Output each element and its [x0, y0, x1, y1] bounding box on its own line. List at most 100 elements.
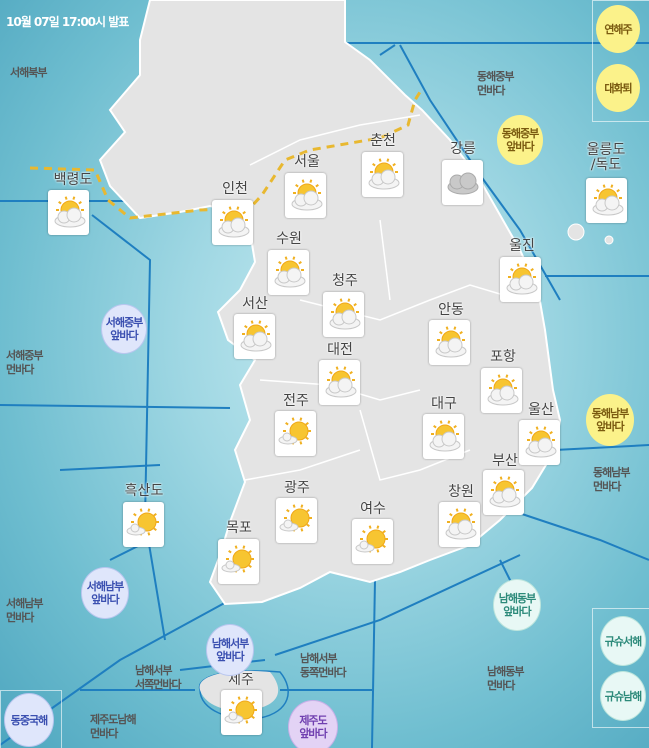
panel-frame-north [592, 0, 649, 122]
city-label: 흑산도 [124, 483, 164, 499]
city-weather-partly-cloudy-icon[interactable] [323, 292, 364, 337]
city-label: 목포 [226, 520, 252, 536]
city-weather-partly-cloudy-icon[interactable] [586, 178, 627, 223]
partly-cloudy-icon [525, 426, 557, 458]
city-label: 서울 [294, 154, 320, 170]
city-label: 전주 [283, 393, 309, 409]
city-label: 광주 [284, 480, 310, 496]
city-label: 춘천 [370, 133, 396, 149]
city-label: 포항 [490, 349, 516, 365]
sea-forecast-bubble[interactable]: 남해서부 앞바다 [206, 624, 254, 676]
sea-forecast-bubble[interactable]: 동해중부 앞바다 [497, 115, 543, 165]
cloud-shape [329, 309, 361, 330]
land-regions [244, 114, 521, 481]
cloud-shape [355, 540, 375, 553]
sea-area-label: 서해남부 먼바다 [6, 597, 43, 624]
cloud-shape [368, 169, 400, 190]
panel-frame-ecs [0, 690, 62, 748]
partly-cloudy-icon [489, 476, 521, 508]
sea-area-label: 제주도남해 먼바다 [90, 713, 137, 740]
sun-shape [283, 417, 311, 445]
partly-cloudy-icon [429, 420, 461, 452]
sea-area-label: 남해동부 먼바다 [487, 665, 524, 692]
city-weather-mostly-sunny-icon[interactable] [276, 498, 317, 543]
cloud-shape [447, 172, 479, 195]
sea-forecast-bubble[interactable]: 연해주 [596, 5, 640, 53]
panel-frame-south [592, 608, 649, 728]
city-weather-mostly-sunny-icon[interactable] [218, 539, 259, 584]
sea-forecast-bubble[interactable]: 동중국해 [4, 693, 54, 747]
dashed-boundary-line [29, 91, 422, 220]
partly-cloudy-icon [435, 326, 467, 358]
sun-shape [229, 696, 257, 724]
cloud-shape [279, 519, 299, 532]
sea-forecast-bubble[interactable]: 규슈서해 [600, 616, 646, 666]
city-label: 창원 [448, 484, 474, 500]
city-weather-partly-cloudy-icon[interactable] [362, 152, 403, 197]
city-label: 청주 [332, 273, 358, 289]
partly-cloudy-icon [487, 374, 519, 406]
sun-shape [226, 545, 254, 573]
partly-cloudy-icon [368, 158, 400, 190]
partly-cloudy-icon [445, 508, 477, 540]
cloud-shape [592, 195, 624, 216]
mostly-sunny-icon [126, 508, 159, 536]
sea-forecast-bubble[interactable]: 서해중부 앞바다 [101, 304, 147, 354]
city-label: 서산 [242, 296, 268, 312]
city-weather-partly-cloudy-icon[interactable] [48, 190, 89, 235]
city-weather-cloudy-icon[interactable] [442, 160, 483, 205]
sea-forecast-bubble[interactable]: 대화퇴 [596, 64, 640, 112]
cloud-shape [126, 523, 146, 536]
city-weather-mostly-sunny-icon[interactable] [352, 519, 393, 564]
city-weather-mostly-sunny-icon[interactable] [123, 502, 164, 547]
city-label: 울릉도 /독도 [586, 142, 626, 173]
cloud-shape [221, 560, 241, 573]
sea-forecast-bubble[interactable]: 규슈남해 [600, 671, 646, 721]
sea-area-label: 동해중부 먼바다 [477, 70, 514, 97]
city-weather-mostly-sunny-icon[interactable] [221, 690, 262, 735]
cloud-shape [487, 385, 519, 406]
sea-boundaries [0, 42, 649, 748]
cloud-shape [224, 711, 244, 724]
city-label: 강릉 [450, 141, 476, 157]
city-weather-partly-cloudy-icon[interactable] [212, 200, 253, 245]
partly-cloudy-icon [592, 184, 624, 216]
city-weather-partly-cloudy-icon[interactable] [234, 314, 275, 359]
mostly-sunny-icon [221, 545, 254, 573]
sea-area-label: 동해남부 먼바다 [593, 466, 630, 493]
city-weather-partly-cloudy-icon[interactable] [429, 320, 470, 365]
city-weather-partly-cloudy-icon[interactable] [481, 368, 522, 413]
city-weather-partly-cloudy-icon[interactable] [483, 470, 524, 515]
sea-forecast-bubble[interactable]: 제주도 앞바다 [288, 700, 338, 748]
sun-shape [284, 504, 312, 532]
city-weather-partly-cloudy-icon[interactable] [423, 414, 464, 459]
cloud-shape [218, 217, 250, 238]
sea-forecast-bubble[interactable]: 동해남부 앞바다 [586, 394, 634, 446]
partly-cloudy-icon [506, 263, 538, 295]
city-label: 백령도 [53, 172, 93, 188]
partly-cloudy-icon [54, 196, 86, 228]
sea-forecast-bubble[interactable]: 서해남부 앞바다 [81, 567, 129, 619]
mostly-sunny-icon [278, 417, 311, 445]
partly-cloudy-icon [291, 179, 323, 211]
partly-cloudy-icon [274, 256, 306, 288]
city-label: 대구 [431, 396, 457, 412]
city-weather-partly-cloudy-icon[interactable] [319, 360, 360, 405]
partly-cloudy-icon [218, 206, 250, 238]
mostly-sunny-icon [224, 696, 257, 724]
partly-cloudy-icon [240, 320, 272, 352]
city-weather-partly-cloudy-icon[interactable] [500, 257, 541, 302]
sea-forecast-bubble[interactable]: 남해동부 앞바다 [493, 579, 541, 631]
cloud-shape [291, 190, 323, 211]
cloud-shape [240, 331, 272, 352]
sea-area-label: 남해서부 동쪽먼바다 [300, 652, 347, 679]
city-weather-partly-cloudy-icon[interactable] [285, 173, 326, 218]
cloud-shape [278, 432, 298, 445]
mostly-sunny-icon [355, 525, 388, 553]
city-weather-mostly-sunny-icon[interactable] [275, 411, 316, 456]
city-weather-partly-cloudy-icon[interactable] [519, 420, 560, 465]
city-weather-partly-cloudy-icon[interactable] [439, 502, 480, 547]
sun-shape [360, 525, 388, 553]
city-weather-partly-cloudy-icon[interactable] [268, 250, 309, 295]
